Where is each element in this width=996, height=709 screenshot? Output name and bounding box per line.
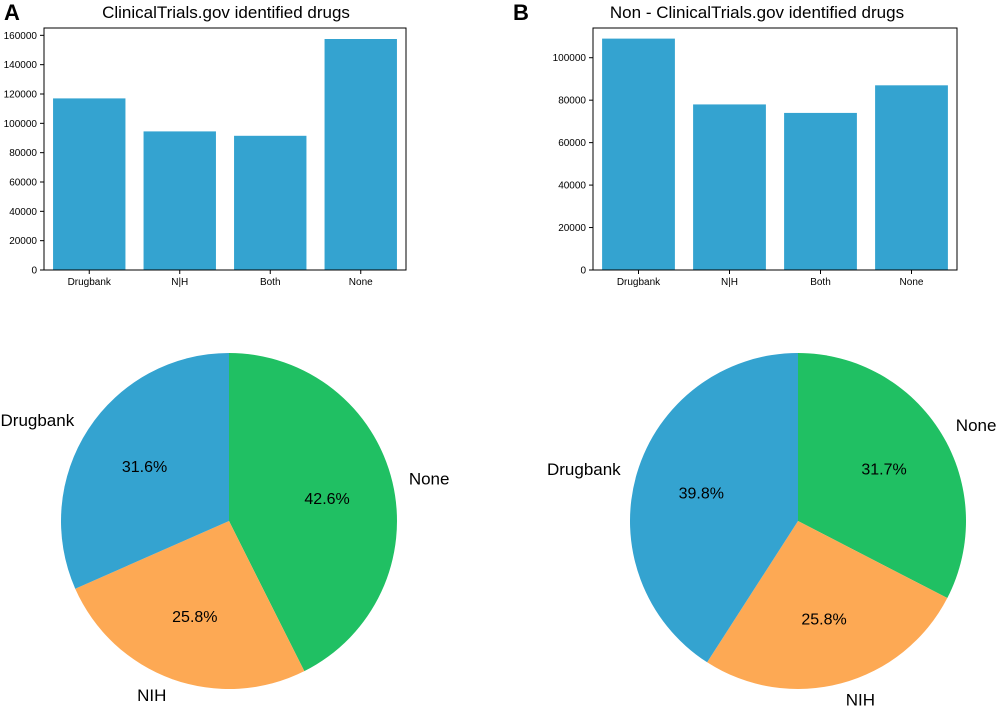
pie-a-pct-drugbank: 31.6% xyxy=(122,459,167,476)
bar-b-none xyxy=(875,85,948,270)
pie-b-slice-none xyxy=(798,353,966,599)
y-tick-label: 60000 xyxy=(558,138,586,149)
pie-a-slice-drugbank xyxy=(61,353,230,589)
y-tick-label: 100000 xyxy=(553,53,587,64)
bar-chart-a: Drugbank N|H Both None 0 20000 40000 60000 80000… xyxy=(4,27,407,288)
pie-a-label-drugbank: Drugbank xyxy=(1,411,75,430)
x-tick-label: None xyxy=(900,277,924,288)
bar-b-nh xyxy=(693,104,766,270)
bar-chart-b: Drugbank N|H Both None 0 20000 40000 60000 80000… xyxy=(553,27,958,288)
plot-frame xyxy=(592,27,958,271)
bar-chart-a-title: ClinicalTrials.gov identified drugs xyxy=(102,3,350,22)
pie-a-pct-nih: 25.8% xyxy=(172,609,217,626)
bar-a-nh xyxy=(143,131,216,270)
x-tick-label: Drugbank xyxy=(617,277,661,288)
y-tick-label: 40000 xyxy=(9,207,37,218)
pie-a-label-nih: NIH xyxy=(137,686,166,705)
y-tick-label: 100000 xyxy=(4,119,38,130)
x-tick-label: N|H xyxy=(171,277,188,288)
y-tick-label: 120000 xyxy=(4,90,38,101)
pie-a-pct-none: 42.6% xyxy=(304,491,349,508)
bar-a-drugbank xyxy=(53,98,126,271)
pie-b-label-drugbank: Drugbank xyxy=(547,460,621,479)
x-tick-label: N|H xyxy=(721,277,738,288)
pie-a-slice-nih xyxy=(75,521,305,689)
x-tick-label: None xyxy=(349,277,373,288)
pie-b-pct-drugbank: 39.8% xyxy=(679,486,724,503)
pie-chart-a: 42.6% None 25.8% NIH 31.6% Drugbank xyxy=(1,353,450,705)
pie-b-label-none: None xyxy=(956,416,996,435)
panel-letter-a: A xyxy=(4,0,20,25)
y-tick-label: 0 xyxy=(580,266,586,277)
x-tick-label: Drugbank xyxy=(68,277,112,288)
pie-a-slice-none xyxy=(229,353,397,672)
panel-letter-b: B xyxy=(513,0,529,25)
x-tick-label: Both xyxy=(260,277,281,288)
pie-b-label-nih: NIH xyxy=(846,691,875,709)
y-tick-label: 160000 xyxy=(4,31,38,42)
bar-b-drugbank xyxy=(602,38,675,270)
pie-b-pct-none: 31.7% xyxy=(861,462,906,479)
pie-b-slice-drugbank xyxy=(629,353,798,663)
y-tick-label: 80000 xyxy=(558,96,586,107)
bar-chart-b-title: Non - ClinicalTrials.gov identified drug… xyxy=(610,3,904,22)
y-tick-label: 40000 xyxy=(558,181,586,192)
y-tick-label: 60000 xyxy=(9,178,37,189)
y-tick-label: 20000 xyxy=(558,223,586,234)
bar-a-none xyxy=(324,39,397,270)
plot-frame xyxy=(43,27,407,271)
bar-b-both xyxy=(784,112,857,270)
y-tick-label: 80000 xyxy=(9,148,37,159)
y-tick-label: 0 xyxy=(31,266,37,277)
pie-a-label-none: None xyxy=(409,469,450,488)
x-tick-label: Both xyxy=(810,277,831,288)
y-tick-label: 20000 xyxy=(9,236,37,247)
pie-chart-b: 31.7% None 25.8% NIH 39.8% Drugbank xyxy=(547,353,996,709)
pie-b-slice-nih xyxy=(707,521,948,690)
bar-a-both xyxy=(234,135,307,270)
pie-b-pct-nih: 25.8% xyxy=(801,611,846,628)
y-tick-label: 140000 xyxy=(4,60,38,71)
